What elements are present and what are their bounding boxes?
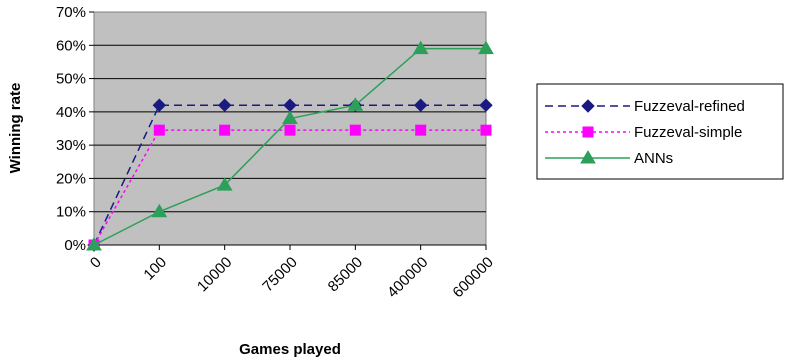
x-tick-label: 75000 — [259, 254, 301, 296]
series-anns — [86, 40, 494, 251]
x-axis-ticks: 0 100 10000 75000 85000 400000 600000 — [87, 244, 497, 301]
legend: Fuzzeval-refined Fuzzeval-simple ANNs — [545, 98, 745, 167]
y-axis-ticks: 0% 10% 20% 30% 40% 50% 60% 70% — [56, 4, 94, 254]
x-tick-label: 10000 — [194, 254, 236, 296]
y-tick-label: 60% — [56, 37, 86, 54]
x-tick-label: 100 — [140, 254, 170, 284]
data-point — [216, 177, 233, 191]
data-point — [349, 124, 361, 136]
y-tick-label: 20% — [56, 170, 86, 187]
x-tick-label: 85000 — [325, 254, 367, 296]
y-tick-label: 30% — [56, 137, 86, 154]
data-point — [413, 98, 428, 112]
x-tick-label: 400000 — [384, 254, 431, 301]
data-point — [219, 124, 231, 136]
data-point — [347, 97, 364, 111]
legend-label: ANNs — [634, 150, 673, 167]
legend-marker — [582, 126, 594, 138]
data-point — [152, 98, 167, 112]
legend-marker — [580, 150, 596, 164]
data-point — [217, 98, 232, 112]
data-point — [284, 124, 296, 136]
y-axis-title: Winning rate — [7, 83, 24, 174]
legend-label: Fuzzeval-simple — [634, 124, 742, 141]
data-point — [480, 124, 492, 136]
x-axis-title: Games played — [239, 341, 341, 358]
y-tick-label: 50% — [56, 71, 86, 88]
series-layer — [86, 40, 494, 252]
y-tick-label: 10% — [56, 204, 86, 221]
y-tick-label: 0% — [64, 237, 86, 254]
legend-label: Fuzzeval-refined — [634, 98, 745, 115]
x-tick-label: 600000 — [449, 254, 496, 301]
y-tick-label: 40% — [56, 104, 86, 121]
data-point — [415, 124, 427, 136]
data-point — [479, 98, 493, 112]
data-point — [151, 203, 168, 218]
data-point — [478, 40, 494, 55]
data-point — [412, 40, 429, 55]
legend-marker — [581, 99, 595, 113]
x-tick-label: 0 — [87, 254, 105, 272]
data-point — [86, 237, 102, 251]
y-tick-label: 70% — [56, 4, 86, 21]
data-point — [153, 124, 165, 136]
data-point — [282, 110, 298, 125]
